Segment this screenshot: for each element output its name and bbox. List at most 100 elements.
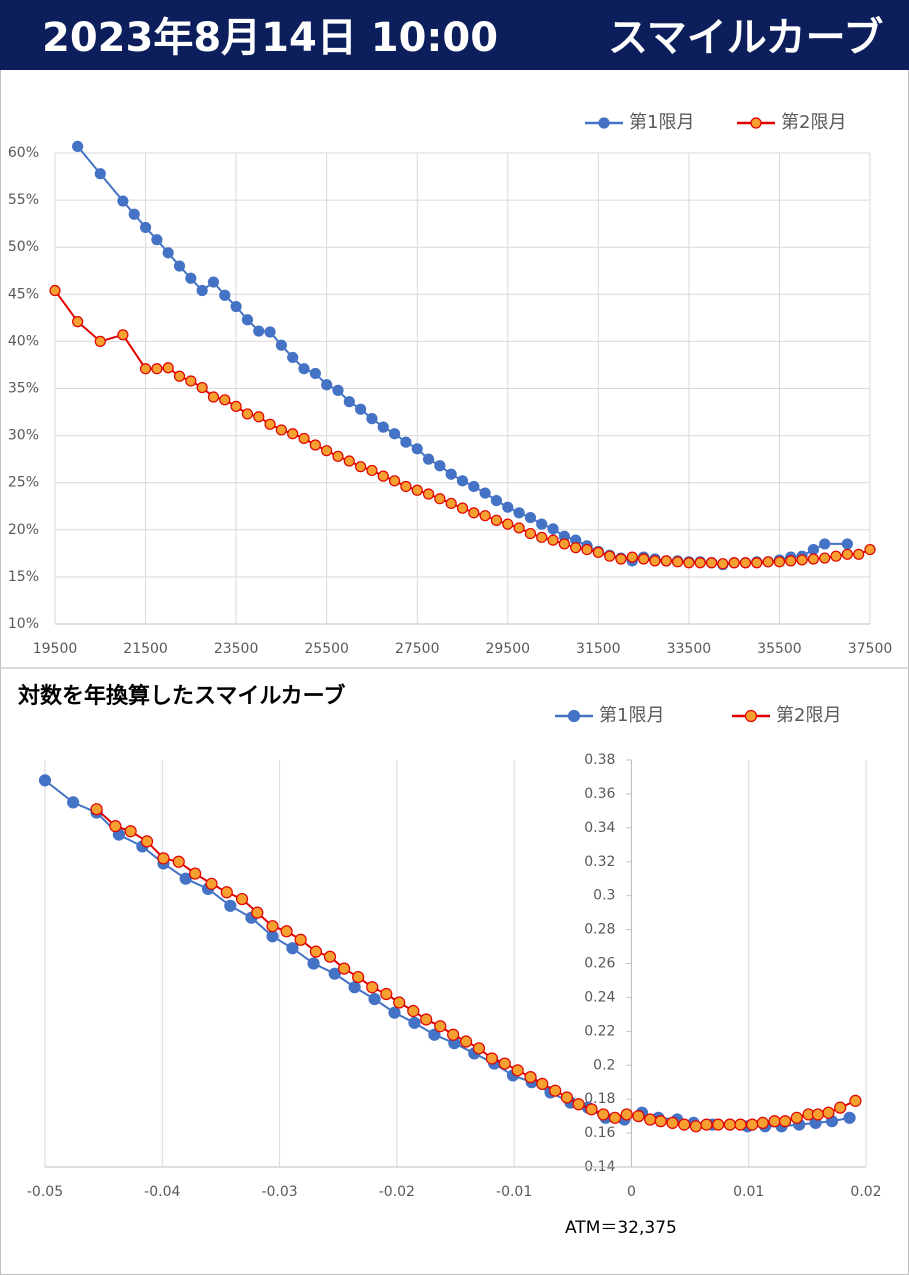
y-tick-label: 30% [8, 428, 39, 444]
data-point [321, 379, 333, 391]
data-point [547, 523, 559, 535]
data-point [746, 1118, 759, 1131]
data-point [513, 507, 525, 519]
data-point [287, 351, 299, 364]
y-tick-label: 55% [8, 192, 39, 208]
data-point [366, 981, 379, 994]
y-tick-label: 45% [8, 286, 39, 302]
data-point [739, 557, 752, 569]
x-tick-label: 0.02 [850, 1184, 881, 1200]
data-point [456, 502, 469, 514]
data-point [408, 1016, 421, 1029]
data-point [253, 411, 265, 423]
data-point [864, 543, 876, 556]
y-tick-label: 0.34 [584, 820, 615, 836]
data-point [151, 234, 163, 246]
data-point [352, 970, 365, 984]
data-point [355, 461, 367, 473]
data-point [94, 168, 106, 180]
data-point [400, 480, 412, 493]
x-tick-label: 0 [627, 1184, 636, 1200]
data-point [683, 557, 695, 569]
data-point [479, 510, 491, 522]
legend-label: 第1限月 [629, 112, 694, 133]
data-point [608, 1111, 622, 1124]
data-point [220, 886, 233, 899]
data-point [128, 208, 140, 220]
data-point [445, 497, 457, 510]
data-point [275, 339, 287, 351]
data-point [117, 195, 129, 207]
data-point [140, 835, 154, 848]
data-point [626, 551, 638, 563]
data-point [400, 436, 412, 448]
data-point [173, 370, 186, 382]
data-point [377, 470, 389, 482]
data-point [388, 475, 401, 487]
y-tick-label: 0.36 [584, 786, 615, 802]
data-point [790, 1111, 803, 1124]
x-tick-label: -0.01 [496, 1184, 532, 1200]
x-tick-label: 37500 [848, 641, 893, 657]
data-point [207, 391, 220, 403]
data-point [422, 453, 435, 465]
data-point [796, 554, 808, 566]
data-point [620, 1108, 633, 1121]
data-point [428, 1028, 441, 1041]
data-point [472, 1042, 486, 1055]
data-point [592, 546, 604, 559]
data-point [644, 1113, 657, 1126]
data-point [511, 1064, 524, 1077]
data-point [179, 872, 192, 885]
data-point [72, 140, 84, 153]
chart-title: 対数を年換算したスマイルカーブ [18, 683, 345, 709]
data-point [219, 394, 231, 406]
data-point [219, 289, 231, 301]
data-point [251, 906, 264, 919]
data-point [581, 543, 593, 556]
x-tick-label: 25500 [304, 641, 349, 657]
data-point [205, 877, 218, 890]
data-point [230, 300, 242, 313]
data-point [671, 556, 684, 568]
y-tick-label: 40% [8, 333, 39, 349]
y-tick-label: 0.16 [584, 1125, 615, 1141]
data-point [479, 487, 491, 499]
data-point [632, 1110, 645, 1123]
data-point [235, 892, 249, 906]
legend-marker [567, 709, 581, 723]
data-point [549, 1084, 562, 1097]
data-point [723, 1118, 737, 1131]
data-point [536, 531, 548, 543]
data-point [570, 542, 582, 554]
data-point [490, 514, 503, 526]
data-point [666, 1116, 679, 1130]
data-point [337, 962, 351, 975]
y-tick-label: 25% [8, 475, 39, 491]
data-point [689, 1120, 703, 1133]
legend-marker [750, 117, 762, 129]
legend-label: 第2限月 [781, 112, 846, 133]
data-point [377, 421, 389, 433]
y-tick-label: 60% [8, 145, 39, 161]
data-point [705, 557, 718, 569]
data-point [328, 967, 341, 980]
data-point [294, 933, 307, 946]
data-point [498, 1057, 511, 1070]
data-point [309, 945, 323, 958]
data-point [49, 284, 61, 297]
data-point [422, 488, 435, 500]
data-point [445, 468, 457, 480]
data-point [502, 518, 514, 530]
x-tick-label: 23500 [214, 641, 259, 657]
data-point [728, 557, 740, 569]
data-point [524, 527, 537, 540]
data-point [407, 1004, 420, 1018]
legend-marker [744, 709, 758, 723]
y-tick-label: 50% [8, 239, 39, 255]
data-point [162, 247, 174, 259]
x-tick-label: 35500 [757, 641, 802, 657]
data-point [572, 1098, 585, 1111]
